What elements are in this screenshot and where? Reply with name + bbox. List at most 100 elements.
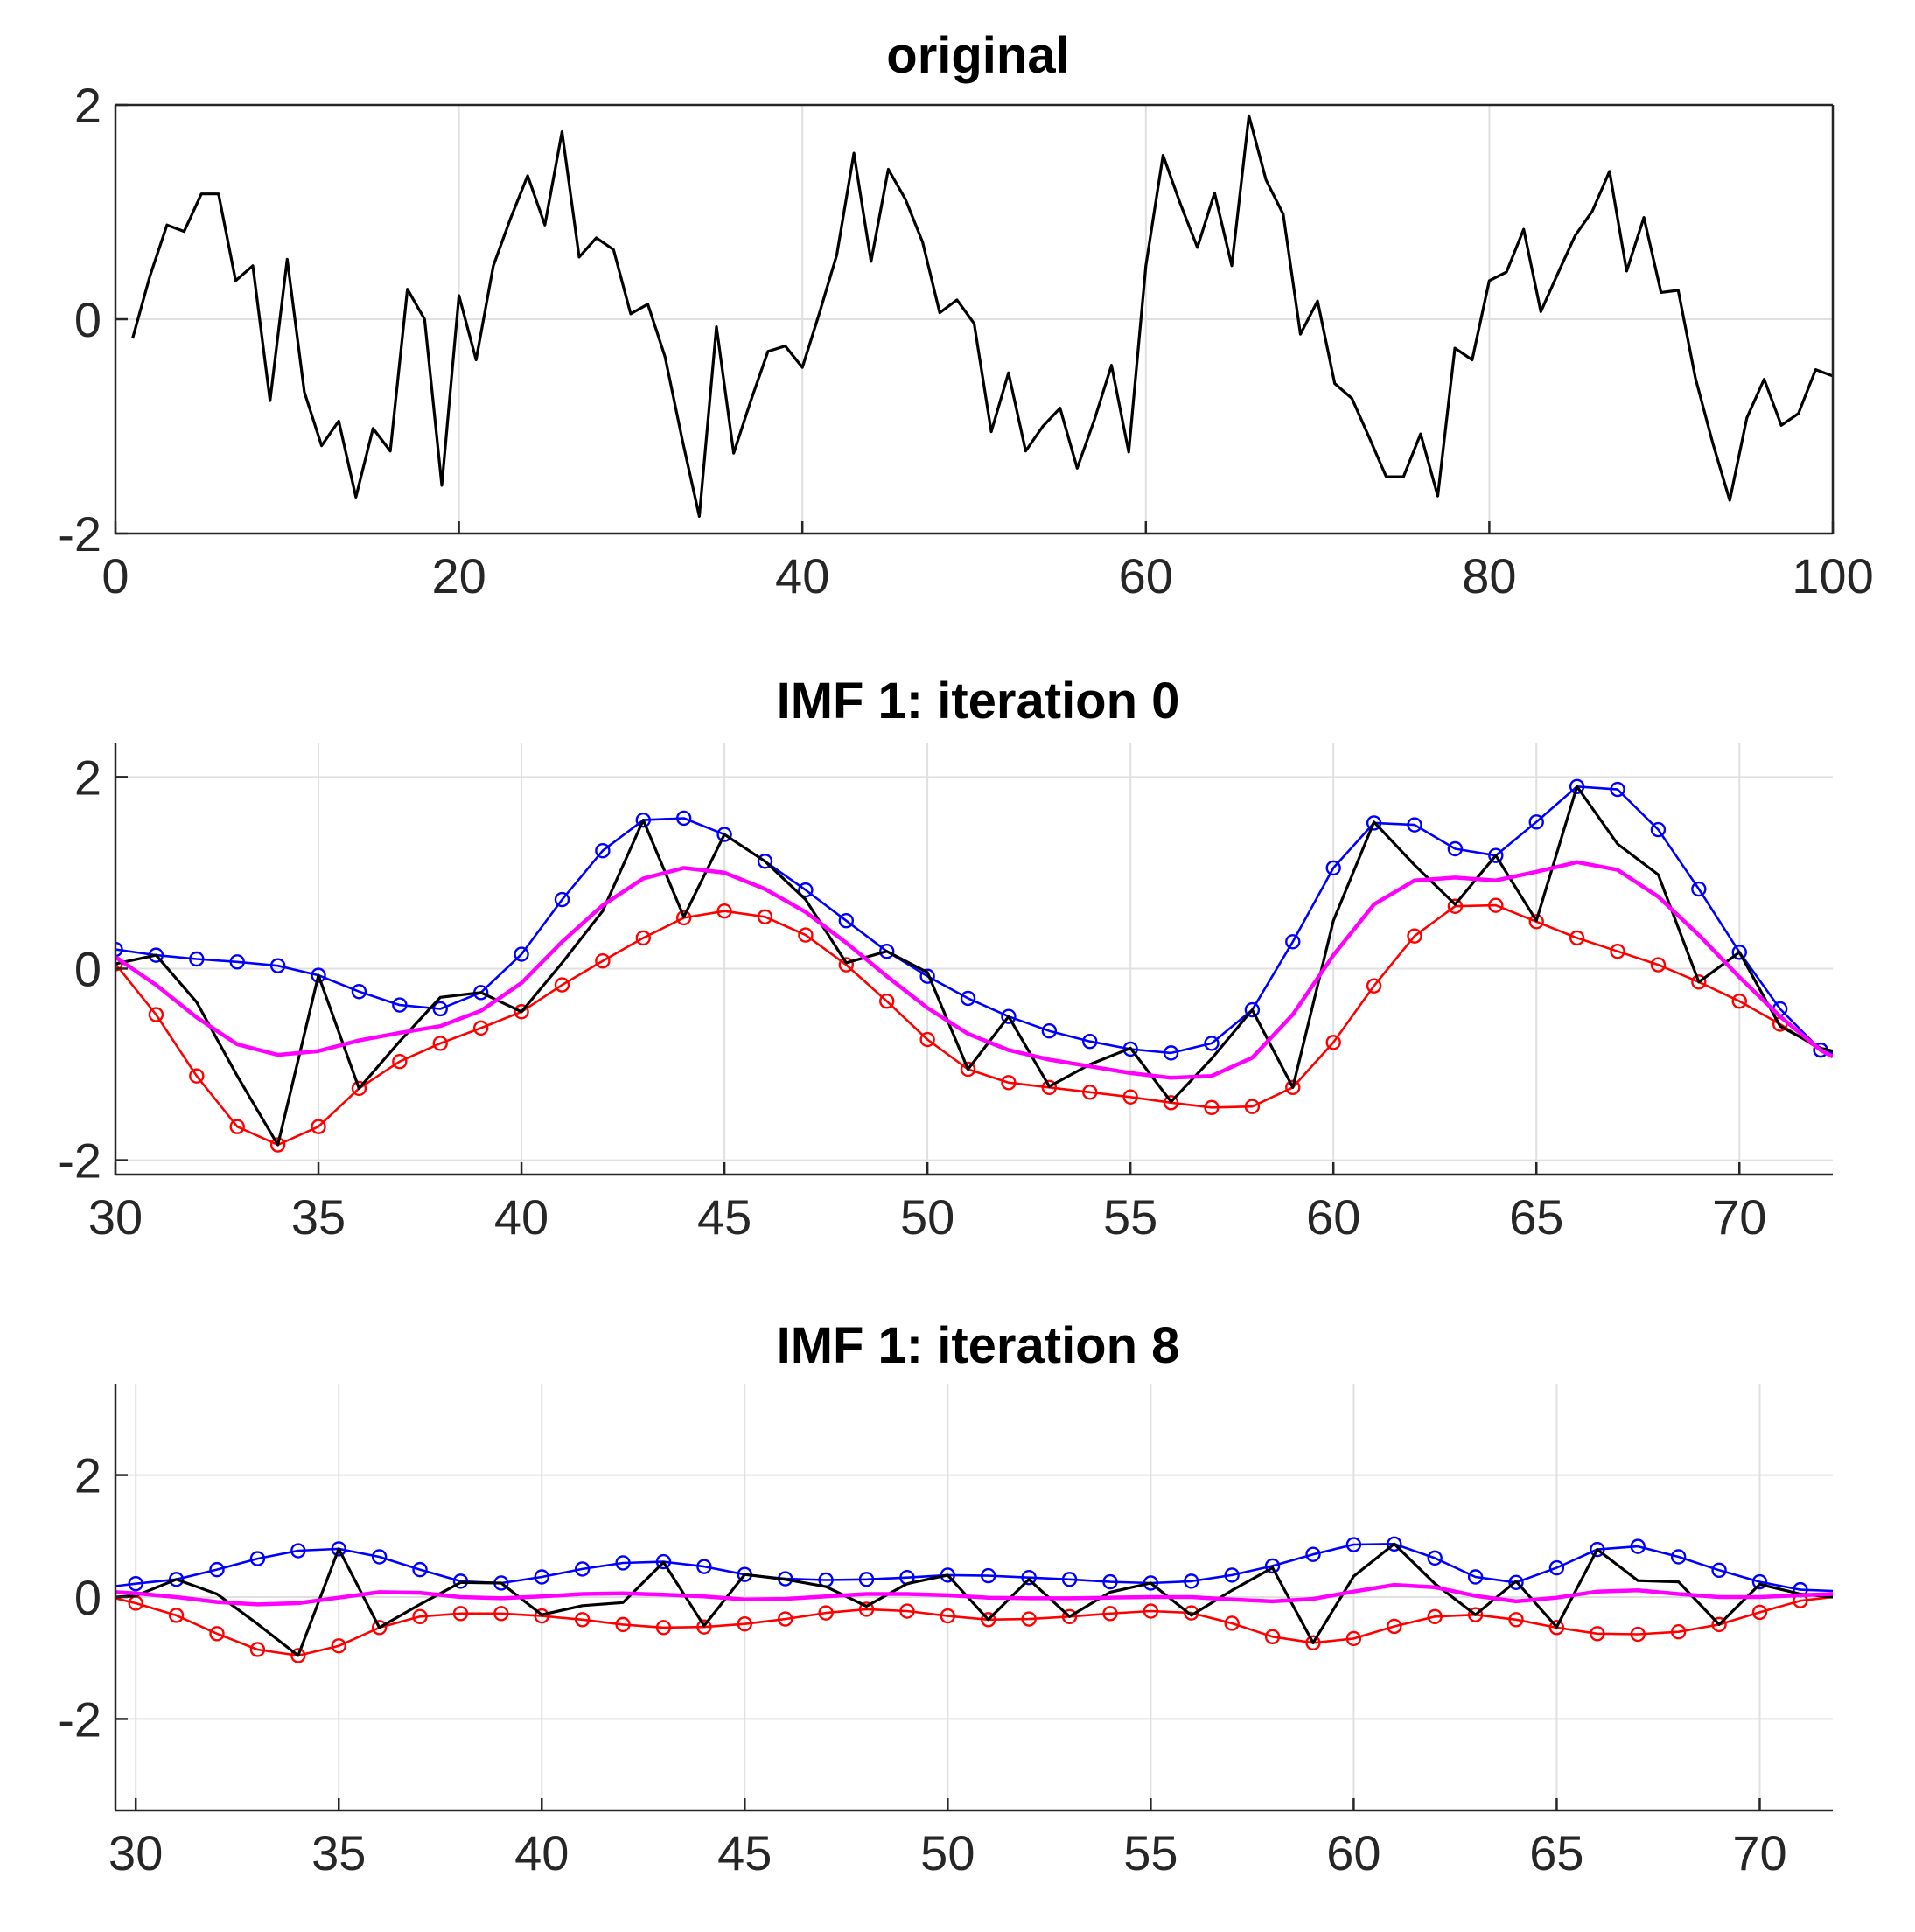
marker-lower-envelope [1264, 1629, 1281, 1645]
marker-upper-envelope [1061, 1572, 1078, 1587]
marker-lower-envelope [1610, 944, 1625, 959]
marker-upper-envelope [1102, 1573, 1118, 1590]
marker-upper-envelope [1001, 1008, 1017, 1024]
marker-lower-envelope [615, 1616, 631, 1633]
x-tick-label: 65 [1509, 1189, 1563, 1245]
x-tick-label: 45 [717, 1825, 772, 1880]
marker-lower-envelope [1548, 1620, 1565, 1636]
marker-lower-envelope [269, 1137, 286, 1153]
marker-lower-envelope [1691, 974, 1707, 990]
marker-upper-envelope [757, 854, 773, 869]
x-tick-label: 40 [514, 1825, 569, 1880]
marker-upper-envelope [1082, 1034, 1098, 1050]
marker-lower-envelope [940, 1608, 956, 1624]
marker-lower-envelope [716, 903, 732, 919]
marker-lower-envelope [1590, 1626, 1605, 1642]
panel-3-title: IMF 1: iteration 8 [777, 1317, 1180, 1374]
marker-upper-envelope [351, 984, 367, 1000]
x-tick-label: 70 [1712, 1189, 1766, 1245]
marker-upper-envelope [168, 1572, 185, 1587]
marker-lower-envelope [1366, 978, 1382, 994]
marker-lower-envelope [1508, 1612, 1524, 1628]
marker-upper-envelope [1650, 821, 1667, 838]
marker-upper-envelope [1548, 1559, 1565, 1576]
marker-lower-envelope [635, 930, 651, 946]
plot-area [131, 114, 1833, 519]
plot-area [115, 778, 1833, 1153]
marker-upper-envelope [311, 967, 326, 983]
marker-upper-envelope [1345, 1537, 1362, 1552]
x-tick-label: 60 [1306, 1189, 1360, 1245]
marker-lower-envelope [1224, 1615, 1240, 1631]
marker-upper-envelope [1244, 1001, 1261, 1018]
marker-upper-envelope [1610, 781, 1625, 798]
marker-lower-envelope [574, 1612, 591, 1628]
marker-upper-envelope [1285, 934, 1301, 950]
marker-upper-envelope [675, 810, 692, 827]
marker-upper-envelope [514, 946, 529, 962]
marker-lower-envelope [1387, 1618, 1402, 1635]
marker-upper-envelope [229, 954, 245, 970]
marker-lower-envelope [1143, 1603, 1159, 1619]
marker-upper-envelope [115, 941, 123, 958]
marker-lower-envelope [899, 1603, 915, 1619]
series-line-mean [115, 860, 1833, 1080]
marker-upper-envelope [1590, 1541, 1605, 1558]
x-tick-label: 100 [1792, 548, 1873, 603]
marker-lower-envelope [331, 1638, 346, 1654]
y-tick-label: -2 [58, 1133, 101, 1189]
y-tick-label: 2 [74, 750, 101, 805]
marker-upper-envelope [1508, 1574, 1524, 1590]
marker-upper-envelope [1691, 881, 1707, 897]
marker-lower-envelope [1427, 1608, 1443, 1625]
marker-lower-envelope [960, 1061, 976, 1078]
marker-lower-envelope [412, 1608, 428, 1625]
marker-upper-envelope [1325, 860, 1341, 876]
marker-upper-envelope [960, 990, 976, 1007]
marker-upper-envelope [798, 882, 814, 898]
marker-upper-envelope [919, 968, 935, 984]
marker-upper-envelope [554, 891, 570, 908]
marker-upper-envelope [249, 1551, 266, 1566]
marker-upper-envelope [189, 951, 205, 967]
marker-upper-envelope [1366, 815, 1382, 831]
marker-upper-envelope [290, 1543, 306, 1559]
marker-lower-envelope [311, 1119, 326, 1134]
y-tick-label: -2 [58, 506, 101, 561]
marker-lower-envelope [1751, 1604, 1768, 1621]
marker-lower-envelope [371, 1620, 388, 1636]
marker-upper-envelope [838, 912, 855, 929]
marker-upper-envelope [1407, 817, 1422, 833]
marker-lower-envelope [1670, 1624, 1687, 1640]
x-tick-label: 35 [311, 1825, 366, 1880]
marker-lower-envelope [737, 1615, 753, 1632]
marker-lower-envelope [1345, 1630, 1362, 1647]
marker-upper-envelope [615, 1555, 631, 1571]
marker-lower-envelope [1061, 1608, 1078, 1625]
x-tick-label: 80 [1462, 548, 1516, 603]
y-tick-label: 0 [74, 1570, 101, 1625]
marker-upper-envelope [269, 958, 286, 973]
marker-lower-envelope [1041, 1079, 1058, 1096]
marker-upper-envelope [1447, 840, 1464, 857]
marker-upper-envelope [1021, 1569, 1037, 1586]
marker-lower-envelope [838, 957, 855, 973]
marker-lower-envelope [1467, 1607, 1484, 1622]
marker-lower-envelope [351, 1080, 367, 1097]
marker-lower-envelope [432, 1036, 448, 1051]
marker-lower-envelope [554, 977, 570, 993]
marker-upper-envelope [595, 843, 611, 859]
marker-lower-envelope [655, 1620, 672, 1636]
marker-lower-envelope [1082, 1085, 1098, 1100]
marker-upper-envelope [1184, 1573, 1199, 1589]
marker-lower-envelope [1731, 994, 1747, 1009]
marker-lower-envelope [1305, 1635, 1321, 1650]
panel-3-plot: 30 35 40 45 50 55 60 65 70 2 0 -2 [58, 1384, 1833, 1880]
x-tick-label: 20 [431, 548, 486, 603]
marker-lower-envelope [1711, 1616, 1727, 1633]
x-tick-label: 30 [108, 1825, 163, 1880]
